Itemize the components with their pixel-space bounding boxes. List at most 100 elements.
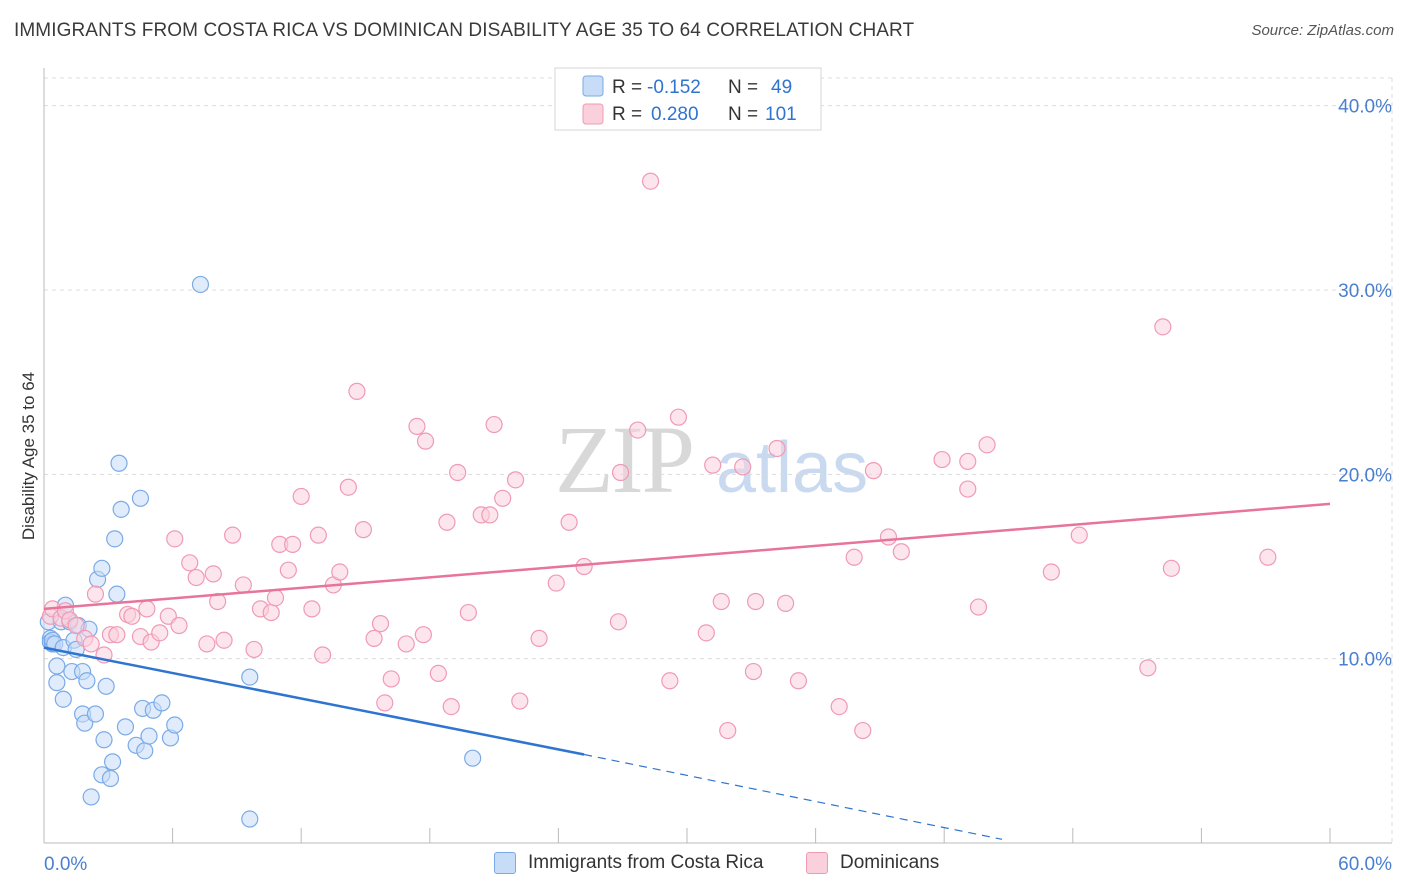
point-dominican <box>712 592 730 611</box>
point-costa-rica <box>153 694 171 712</box>
point-dominican <box>181 554 199 572</box>
point-dominican <box>429 664 447 683</box>
point-costa-rica <box>131 489 150 507</box>
x-tick-labels: 0.0% 60.0% <box>44 854 1392 875</box>
legend-swatch-dominicans <box>806 852 828 874</box>
point-dominican <box>151 624 169 642</box>
point-dominican <box>215 631 233 649</box>
legend-r-label-pink: R = <box>612 104 642 125</box>
y-tick-label: 40.0% <box>1338 97 1392 118</box>
point-dominican <box>511 692 529 710</box>
legend-label-dominicans: Dominicans <box>840 852 940 873</box>
point-dominican <box>530 629 548 647</box>
point-dominican <box>82 635 100 653</box>
point-dominican <box>1042 563 1060 581</box>
legend-swatch-blue <box>582 75 604 97</box>
point-dominican <box>669 408 688 426</box>
point-dominican <box>309 526 327 544</box>
point-dominican <box>609 613 628 631</box>
point-dominican <box>224 526 242 544</box>
point-dominican <box>892 543 910 561</box>
legend-label-costa-rica: Immigrants from Costa Rica <box>528 852 764 873</box>
point-dominican <box>969 598 988 616</box>
y-axis-label: Disability Age 35 to 64 <box>19 372 38 540</box>
legend-n-label-pink: N = <box>728 104 758 125</box>
point-dominican <box>1162 559 1180 577</box>
point-dominican <box>611 463 630 482</box>
point-dominican <box>560 513 578 531</box>
point-dominican <box>138 600 156 618</box>
point-dominican <box>414 626 432 644</box>
point-dominican <box>744 662 763 681</box>
point-costa-rica <box>101 769 120 788</box>
y-tick-labels: 10.0% 20.0% 30.0% 40.0% <box>1338 97 1392 671</box>
point-costa-rica <box>136 742 154 760</box>
point-dominican <box>348 382 366 400</box>
point-costa-rica <box>82 788 100 806</box>
point-dominican <box>245 640 263 659</box>
chart-title: IMMIGRANTS FROM COSTA RICA VS DOMINICAN … <box>14 20 915 41</box>
legend-swatch-costa-rica <box>494 852 516 874</box>
point-costa-rica <box>48 657 66 675</box>
x-tick-label-start: 0.0% <box>44 854 87 875</box>
trend-line-costa-rica-extension <box>584 753 1003 840</box>
point-costa-rica <box>86 705 105 723</box>
source-label: Source: ZipAtlas.com <box>1251 22 1394 39</box>
point-dominican <box>266 589 285 607</box>
point-dominican <box>339 478 357 496</box>
point-dominican <box>166 530 184 548</box>
point-costa-rica <box>166 716 184 734</box>
legend-item-dominicans: Dominicans <box>806 852 939 874</box>
point-costa-rica <box>116 718 135 736</box>
point-dominican <box>959 452 977 471</box>
point-dominican <box>108 626 126 644</box>
point-costa-rica <box>112 500 130 518</box>
point-dominican <box>292 487 310 506</box>
point-costa-rica <box>140 727 158 745</box>
point-costa-rica <box>54 690 72 708</box>
legend-r-label-blue: R = <box>612 77 642 98</box>
point-dominican <box>746 592 765 611</box>
point-dominican <box>629 421 647 439</box>
point-costa-rica <box>241 810 259 828</box>
point-dominican <box>408 417 426 435</box>
watermark: ZIP atlas <box>555 406 868 513</box>
point-costa-rica <box>48 674 66 692</box>
y-tick-label: 20.0% <box>1338 465 1392 486</box>
legend-bottom: Immigrants from Costa Rica Dominicans <box>0 850 1406 880</box>
point-dominican <box>442 697 460 716</box>
point-dominican <box>204 565 222 583</box>
point-costa-rica <box>108 585 126 603</box>
point-dominican <box>123 607 141 625</box>
axes <box>43 68 1392 844</box>
point-dominican <box>376 694 394 712</box>
point-dominican <box>234 576 252 594</box>
point-dominican <box>459 603 477 622</box>
series-costa-rica <box>39 275 482 828</box>
point-costa-rica <box>95 731 113 749</box>
point-dominican <box>449 463 467 482</box>
point-dominican <box>438 513 456 531</box>
point-dominican <box>198 635 216 653</box>
point-dominican <box>547 574 565 592</box>
legend-item-costa-rica: Immigrants from Costa Rica <box>494 852 763 874</box>
point-dominican <box>481 506 499 524</box>
point-dominican <box>331 563 349 581</box>
legend-swatch-pink <box>582 103 604 125</box>
point-dominican <box>768 439 786 458</box>
point-dominican <box>506 471 525 489</box>
y-tick-label: 10.0% <box>1338 650 1392 671</box>
legend-r-value-blue: -0.152 <box>647 77 701 98</box>
point-costa-rica <box>464 749 482 767</box>
series-dominicans <box>41 172 1277 740</box>
point-dominican <box>67 616 85 635</box>
point-dominican <box>978 436 996 454</box>
point-dominican <box>1070 526 1088 544</box>
point-dominican <box>789 672 808 690</box>
legend-n-label-blue: N = <box>728 77 758 98</box>
point-dominican <box>845 548 863 566</box>
point-dominican <box>314 646 332 664</box>
trend-line-dominicans <box>43 502 1331 611</box>
point-costa-rica <box>93 559 111 577</box>
point-dominican <box>1259 548 1277 566</box>
